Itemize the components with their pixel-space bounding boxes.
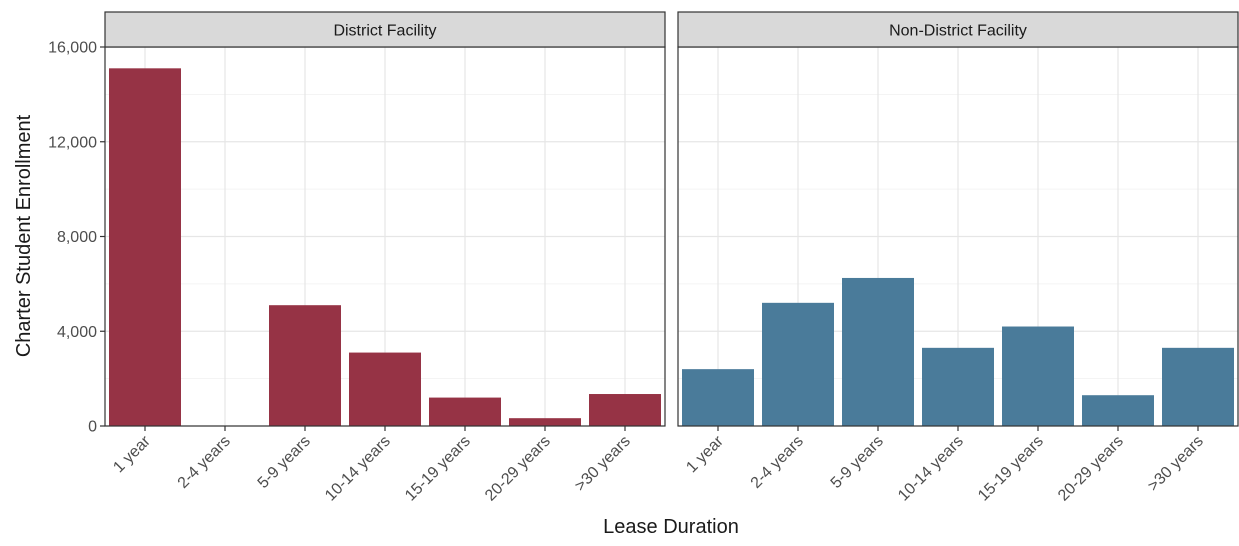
x-tick-label: >30 years <box>572 433 634 495</box>
y-axis-title: Charter Student Enrollment <box>13 114 35 357</box>
bar-10-14-years <box>349 352 421 426</box>
x-tick-label: >30 years <box>1145 433 1207 495</box>
x-tick-label: 2-4 years <box>748 433 807 492</box>
x-tick-label: 20-29 years <box>482 433 554 505</box>
x-tick-label: 2-4 years <box>175 433 234 492</box>
x-tick-label: 10-14 years <box>322 433 394 505</box>
x-axis-title: Lease Duration <box>603 516 739 538</box>
y-tick-label: 8,000 <box>57 229 97 246</box>
x-tick-label: 20-29 years <box>1055 433 1127 505</box>
y-tick-label: 0 <box>88 419 97 436</box>
bar-20-29-years <box>509 418 581 426</box>
facet-strip <box>104 11 666 48</box>
bar-5-9-years <box>842 277 914 426</box>
y-tick-label: 4,000 <box>57 324 97 341</box>
facet-strip <box>677 11 1239 48</box>
y-tick-label: 12,000 <box>48 134 97 151</box>
x-tick-label: 10-14 years <box>895 433 967 505</box>
bar--30-years <box>589 394 661 426</box>
x-tick-label: 1 year <box>110 432 154 476</box>
y-tick-label: 16,000 <box>48 40 97 57</box>
facet-title: Non-District Facility <box>889 23 1027 40</box>
x-tick-label: 15-19 years <box>975 433 1047 505</box>
x-tick-label: 15-19 years <box>402 433 474 505</box>
bar-20-29-years <box>1082 395 1154 426</box>
facet-title: District Facility <box>333 23 436 40</box>
bar-15-19-years <box>1002 326 1074 426</box>
x-tick-label: 5-9 years <box>828 433 887 492</box>
bar-10-14-years <box>922 347 994 426</box>
bar-15-19-years <box>429 397 501 426</box>
x-tick-label: 5-9 years <box>255 433 314 492</box>
bar-1-year <box>109 68 181 426</box>
bar--30-years <box>1162 347 1234 426</box>
bar-5-9-years <box>269 305 341 426</box>
x-tick-label: 1 year <box>683 432 727 476</box>
bar-2-4-years <box>762 302 834 426</box>
bar-1-year <box>682 369 754 426</box>
